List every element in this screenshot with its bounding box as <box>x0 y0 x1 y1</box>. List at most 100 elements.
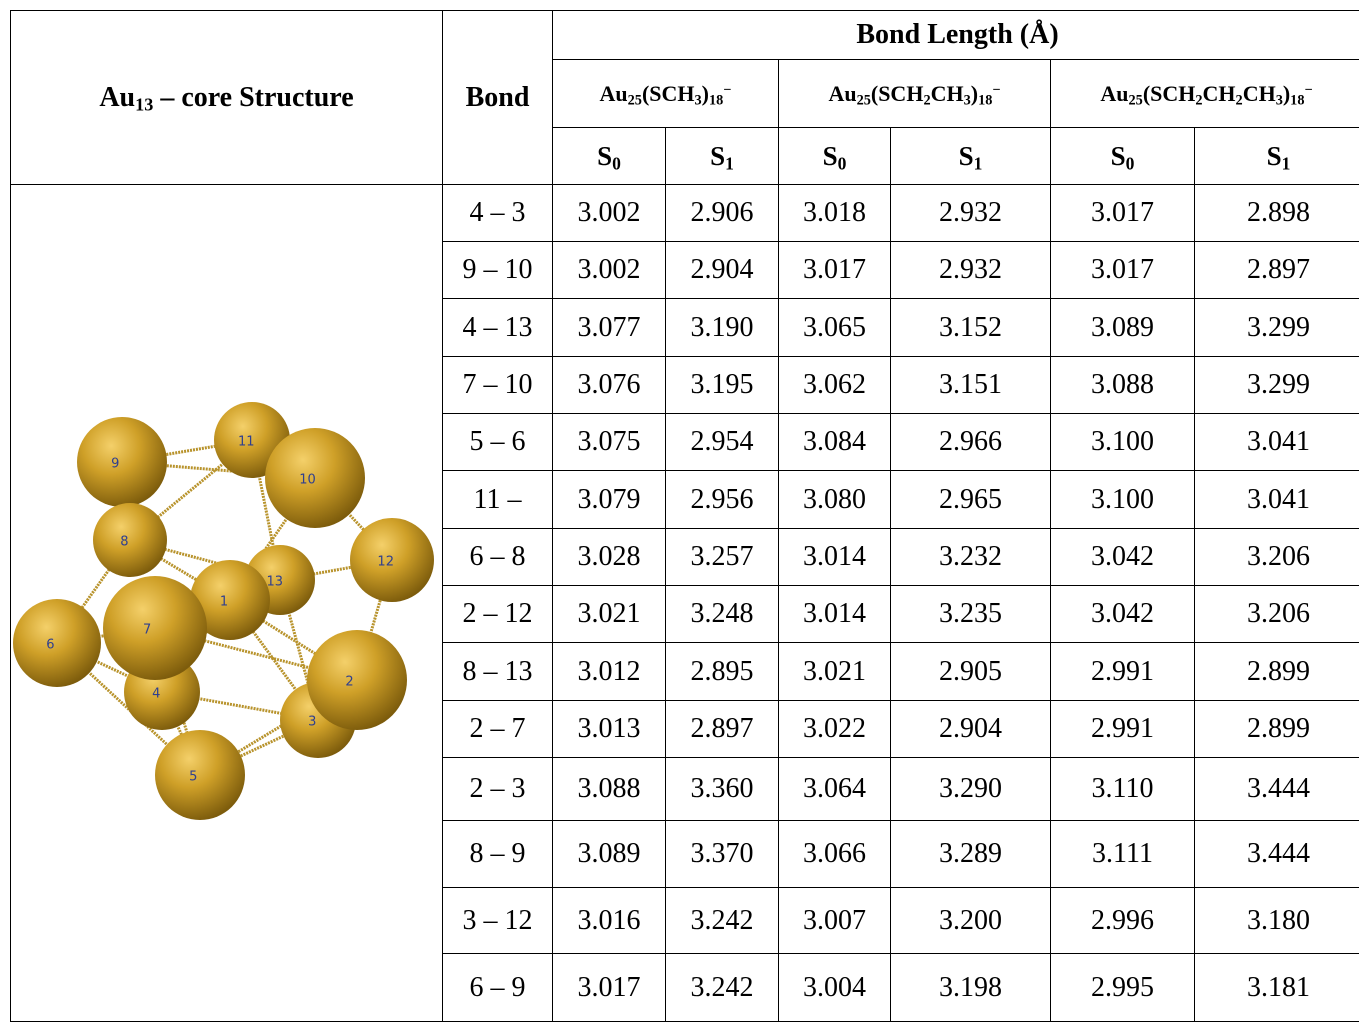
table-cell: 8 – 9 <box>443 821 553 888</box>
text-segment: 3 <box>1276 92 1283 108</box>
table-cell: 3.076 <box>553 357 666 414</box>
text-segment: 0 <box>1126 153 1135 173</box>
text-segment: S <box>597 141 612 171</box>
text-segment: ) <box>971 81 978 106</box>
text-segment: CH <box>1243 81 1276 106</box>
text-segment: 2 <box>923 92 930 108</box>
table-cell: 2 – 12 <box>443 586 553 643</box>
table-cell: S1 <box>666 128 779 185</box>
table-cell: 2.991 <box>1051 701 1195 758</box>
table-cell: 3.100 <box>1051 414 1195 471</box>
table-cell: 3 – 12 <box>443 888 553 954</box>
table-cell: 3.028 <box>553 529 666 586</box>
table-cell: 8 – 13 <box>443 643 553 701</box>
table-cell <box>11 185 443 1022</box>
text-segment: 2 <box>1236 92 1243 108</box>
table-cell: 3.152 <box>891 299 1051 357</box>
text-segment: 25 <box>628 92 642 108</box>
table-cell: 2.898 <box>1195 185 1359 242</box>
text-segment: 18 <box>1290 92 1304 108</box>
table-cell: 3.235 <box>891 586 1051 643</box>
table-cell: 3.257 <box>666 529 779 586</box>
table-cell: 3.200 <box>891 888 1051 954</box>
text-segment: 1 <box>974 153 983 173</box>
table-cell: 3.080 <box>779 471 891 529</box>
table-cell: 3.041 <box>1195 414 1359 471</box>
text-segment: ) <box>702 81 709 106</box>
table-cell: Bond <box>443 11 553 185</box>
table-cell: 3.242 <box>666 888 779 954</box>
table-cell: 3.077 <box>553 299 666 357</box>
text-segment: (SCH <box>871 81 924 106</box>
table-cell: 2.991 <box>1051 643 1195 701</box>
text-segment: 1 <box>725 153 734 173</box>
text-segment: Au <box>828 81 856 106</box>
text-segment: S <box>959 141 974 171</box>
table-cell: 2.899 <box>1195 701 1359 758</box>
text-segment: 3 <box>964 92 971 108</box>
table-cell: 7 – 10 <box>443 357 553 414</box>
table-cell: 2.932 <box>891 185 1051 242</box>
table-cell: 3.018 <box>779 185 891 242</box>
table-cell: 3.042 <box>1051 586 1195 643</box>
text-segment: 1 <box>1282 153 1291 173</box>
text-segment: − <box>1304 81 1312 97</box>
table-cell: 3.299 <box>1195 299 1359 357</box>
table-cell: 2.906 <box>666 185 779 242</box>
table-cell: 3.100 <box>1051 471 1195 529</box>
text-segment: − <box>992 81 1000 97</box>
text-segment: Au <box>1100 81 1128 106</box>
table-cell: 3.013 <box>553 701 666 758</box>
table-cell: 3.232 <box>891 529 1051 586</box>
text-segment: 13 <box>135 94 153 114</box>
table-cell: 3.062 <box>779 357 891 414</box>
table-cell: 3.017 <box>779 242 891 299</box>
table-cell: 2.995 <box>1051 954 1195 1022</box>
table-cell: 11 – <box>443 471 553 529</box>
table-cell: 3.289 <box>891 821 1051 888</box>
table-cell: 3.014 <box>779 529 891 586</box>
table-cell: 2.954 <box>666 414 779 471</box>
text-segment: – core Structure <box>153 82 353 113</box>
table-cell: Au25(SCH2CH2CH3)18− <box>1051 60 1359 128</box>
table-cell: 3.089 <box>1051 299 1195 357</box>
table-cell: 3.007 <box>779 888 891 954</box>
text-segment: Au <box>99 82 135 113</box>
table-cell: 3.151 <box>891 357 1051 414</box>
text-segment: 0 <box>838 153 847 173</box>
table-cell: 3.016 <box>553 888 666 954</box>
table-cell: 3.444 <box>1195 821 1359 888</box>
table-cell: 2.905 <box>891 643 1051 701</box>
text-segment: 25 <box>1129 92 1143 108</box>
table-cell: 2.895 <box>666 643 779 701</box>
table-cell: 3.079 <box>553 471 666 529</box>
table-cell: 3.206 <box>1195 529 1359 586</box>
table-cell: 6 – 8 <box>443 529 553 586</box>
table-cell: 3.088 <box>1051 357 1195 414</box>
text-segment: (SCH <box>642 81 695 106</box>
table-cell: 6 – 9 <box>443 954 553 1022</box>
table-cell: 3.004 <box>779 954 891 1022</box>
table-cell: 3.002 <box>553 185 666 242</box>
table-cell: 2 – 7 <box>443 701 553 758</box>
table-cell: 3.084 <box>779 414 891 471</box>
page: Au13 – core StructureBondBond Length (Å)… <box>0 0 1359 1021</box>
table-cell: 3.064 <box>779 758 891 821</box>
table-cell: 2 – 3 <box>443 758 553 821</box>
table-cell: Bond Length (Å) <box>553 11 1359 60</box>
text-segment: S <box>1111 141 1126 171</box>
table-cell: 9 – 10 <box>443 242 553 299</box>
table-cell: 4 – 13 <box>443 299 553 357</box>
table-cell: 2.996 <box>1051 888 1195 954</box>
table-cell: 2.897 <box>666 701 779 758</box>
table-cell: 2.899 <box>1195 643 1359 701</box>
table-cell: 2.904 <box>891 701 1051 758</box>
table-cell: 2.932 <box>891 242 1051 299</box>
table-cell: 2.897 <box>1195 242 1359 299</box>
table-cell: S1 <box>891 128 1051 185</box>
table-cell: 3.017 <box>553 954 666 1022</box>
table-cell: 3.299 <box>1195 357 1359 414</box>
